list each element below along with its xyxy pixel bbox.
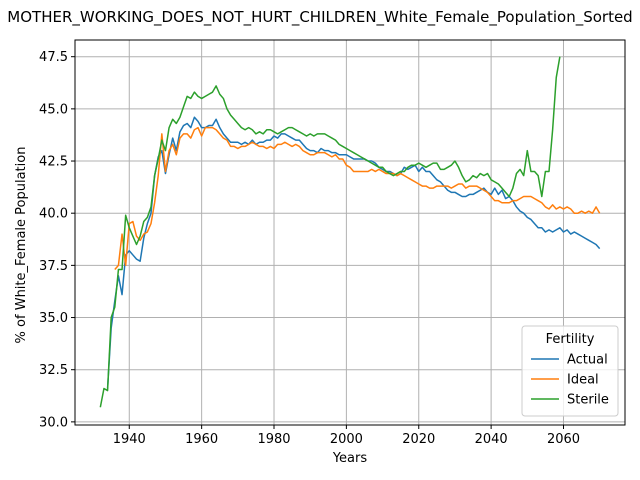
x-tick-label: 2060 bbox=[547, 432, 580, 447]
legend-label-ideal: Ideal bbox=[567, 373, 599, 388]
plot-area-frame bbox=[74, 39, 626, 426]
y-tick-label: 40.0 bbox=[39, 207, 68, 222]
y-tick-label: 37.5 bbox=[39, 259, 68, 274]
series-lines bbox=[99, 56, 601, 408]
series-line-sterile bbox=[99, 56, 561, 408]
chart-title: MOTHER_WORKING_DOES_NOT_HURT_CHILDREN_Wh… bbox=[7, 8, 632, 27]
legend-entries: Actual Ideal Sterile bbox=[531, 353, 609, 408]
grid-lines bbox=[75, 40, 625, 425]
y-tick-label: 42.5 bbox=[39, 155, 68, 170]
x-axis-label: Years bbox=[332, 451, 368, 466]
x-tick-label: 2040 bbox=[475, 432, 508, 447]
legend-label-actual: Actual bbox=[567, 353, 608, 368]
y-tick-label: 45.0 bbox=[39, 102, 68, 117]
legend-label-sterile: Sterile bbox=[567, 393, 609, 408]
legend: Fertility Actual Ideal Sterile bbox=[521, 325, 619, 417]
y-tick-label: 47.5 bbox=[39, 50, 68, 65]
y-tick-label: 30.0 bbox=[39, 415, 68, 430]
x-tick-label: 1980 bbox=[257, 432, 290, 447]
x-tick-label: 2020 bbox=[402, 432, 435, 447]
x-tick-label: 1960 bbox=[185, 432, 218, 447]
y-tick-label: 32.5 bbox=[39, 363, 68, 378]
series-line-ideal bbox=[114, 126, 601, 271]
legend-title: Fertility bbox=[546, 332, 595, 347]
x-tick-label: 2000 bbox=[330, 432, 363, 447]
series-line-actual bbox=[106, 116, 601, 389]
y-axis-ticks: 30.0 32.5 35.0 37.5 40.0 42.5 45.0 47.5 bbox=[39, 50, 75, 430]
x-axis-ticks: 1940 1960 1980 2000 2020 2040 2060 bbox=[113, 425, 580, 447]
legend-box bbox=[521, 325, 619, 417]
x-tick-label: 1940 bbox=[113, 432, 146, 447]
y-axis-label: % of White_Female Population bbox=[14, 147, 29, 344]
y-tick-label: 35.0 bbox=[39, 311, 68, 326]
